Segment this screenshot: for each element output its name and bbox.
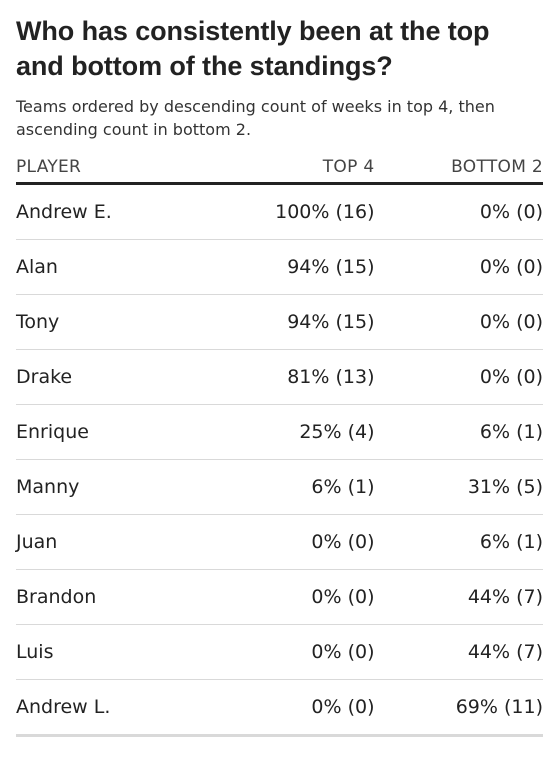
player-name-cell: Juan [16, 514, 206, 570]
player-name-cell: Drake [16, 349, 206, 405]
player-name-cell: Alan [16, 239, 206, 295]
top4-value-cell: 6% (1) [206, 459, 375, 515]
bottom2-value-cell: 69% (11) [374, 679, 543, 737]
top4-value-cell: 94% (15) [206, 294, 375, 350]
bottom2-value-cell: 0% (0) [374, 294, 543, 350]
top4-value-cell: 0% (0) [206, 679, 375, 737]
player-name-cell: Brandon [16, 569, 206, 625]
top4-value-cell: 94% (15) [206, 239, 375, 295]
top4-value-cell: 0% (0) [206, 624, 375, 680]
top4-value-cell: 0% (0) [206, 569, 375, 625]
top4-value-cell: 0% (0) [206, 514, 375, 570]
bottom2-value-cell: 44% (7) [374, 569, 543, 625]
top4-value-cell: 100% (16) [206, 183, 375, 240]
table-row: Andrew E. 100% (16) 0% (0) [16, 183, 543, 240]
bottom2-value-cell: 6% (1) [374, 514, 543, 570]
header-row: PLAYER TOP 4 BOTTOM 2 [16, 147, 543, 185]
table-row: Alan 94% (15) 0% (0) [16, 239, 543, 295]
player-name-cell: Luis [16, 624, 206, 680]
table-body: Andrew E. 100% (16) 0% (0) Alan 94% (15) 0% (… [16, 183, 543, 737]
table-row: Luis 0% (0) 44% (7) [16, 624, 543, 680]
player-name-cell: Manny [16, 459, 206, 515]
column-header-player: PLAYER [16, 147, 206, 185]
bottom2-value-cell: 0% (0) [374, 183, 543, 240]
table-row: Brandon 0% (0) 44% (7) [16, 569, 543, 625]
column-header-bottom2: BOTTOM 2 [374, 147, 543, 185]
table-row: Andrew L. 0% (0) 69% (11) [16, 679, 543, 737]
player-name-cell: Tony [16, 294, 206, 350]
table-row: Enrique 25% (4) 6% (1) [16, 404, 543, 460]
player-name-cell: Enrique [16, 404, 206, 460]
player-name-cell: Andrew E. [16, 183, 206, 240]
bottom2-value-cell: 0% (0) [374, 239, 543, 295]
bottom2-value-cell: 31% (5) [374, 459, 543, 515]
bottom2-value-cell: 44% (7) [374, 624, 543, 680]
bottom2-value-cell: 0% (0) [374, 349, 543, 405]
table-header: PLAYER TOP 4 BOTTOM 2 [16, 147, 543, 185]
top4-value-cell: 81% (13) [206, 349, 375, 405]
column-header-top4: TOP 4 [206, 147, 375, 185]
top4-value-cell: 25% (4) [206, 404, 375, 460]
table-row: Juan 0% (0) 6% (1) [16, 514, 543, 570]
table-row: Manny 6% (1) 31% (5) [16, 459, 543, 515]
chart-title: Who has consistently been at the top and… [16, 16, 490, 81]
standings-table: PLAYER TOP 4 BOTTOM 2 Andrew E. 100% (16)… [16, 147, 543, 737]
player-name-cell: Andrew L. [16, 679, 206, 737]
chart-subtitle: Teams ordered by descending count of wee… [16, 97, 495, 139]
standings-table-figure: Who has consistently been at the top and… [16, 14, 543, 737]
bottom2-value-cell: 6% (1) [374, 404, 543, 460]
table-row: Drake 81% (13) 0% (0) [16, 349, 543, 405]
table-row: Tony 94% (15) 0% (0) [16, 294, 543, 350]
